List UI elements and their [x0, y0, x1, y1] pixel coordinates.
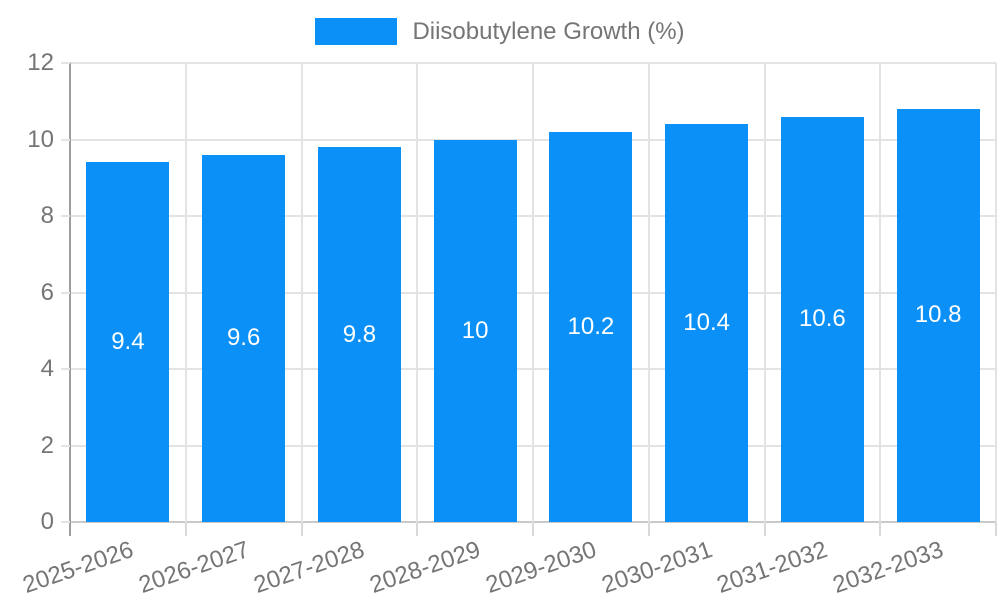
- y-tick-label: 0: [40, 508, 54, 535]
- bar: [896, 108, 980, 522]
- legend: Diisobutylene Growth (%): [0, 18, 1000, 45]
- x-axis-tick: [300, 522, 303, 536]
- bar-value-label: 10.6: [799, 305, 846, 333]
- bar-value-label: 10.2: [567, 312, 615, 340]
- bar: [665, 124, 749, 522]
- bar: [433, 139, 517, 522]
- grid-line-vertical: [184, 63, 187, 522]
- bar-value-label: 9.8: [342, 320, 377, 348]
- x-axis-tick: [416, 522, 419, 536]
- y-axis-tick: [61, 215, 70, 217]
- y-axis-tick: [61, 62, 70, 64]
- y-tick-label: 10: [27, 125, 54, 153]
- legend-label: Diisobutylene Growth (%): [412, 18, 685, 45]
- y-axis-tick: [61, 444, 70, 447]
- y-axis-tick: [61, 368, 70, 370]
- y-tick-label: 6: [40, 278, 54, 306]
- x-axis-tick: [184, 522, 187, 536]
- y-axis-tick: [61, 138, 70, 141]
- bar-value-label: 10: [461, 316, 489, 344]
- bar-value-label: 9.4: [111, 328, 145, 356]
- bar: [549, 131, 633, 522]
- bar-value-label: 10.4: [683, 309, 730, 337]
- grid-line-vertical: [763, 63, 766, 522]
- x-axis-tick: [647, 522, 650, 536]
- bar-value-label: 9.6: [226, 324, 261, 352]
- plot-area: 9.4 9.6 9.8 10 10.2 10.4 10.6 10.8: [70, 62, 997, 523]
- bar: [86, 162, 170, 522]
- grid-line-vertical: [647, 63, 650, 522]
- grid-line-vertical: [300, 63, 303, 522]
- x-axis-tick: [879, 522, 882, 536]
- y-axis-tick: [61, 521, 70, 523]
- bar-value-label: 10.8: [914, 301, 962, 329]
- bar: [202, 154, 286, 522]
- y-axis-line: [69, 63, 71, 536]
- y-axis-tick: [61, 291, 70, 294]
- legend-swatch-icon: [315, 18, 398, 45]
- y-tick-label: 4: [40, 355, 54, 382]
- bar: [780, 116, 864, 522]
- grid-line-vertical: [995, 63, 997, 522]
- y-tick-label: 2: [40, 431, 54, 459]
- y-tick-label: 8: [40, 202, 54, 229]
- x-axis-tick: [763, 522, 766, 536]
- y-tick-label: 12: [27, 49, 54, 76]
- legend-item[interactable]: Diisobutylene Growth (%): [315, 18, 685, 45]
- grid-line-vertical: [879, 63, 882, 522]
- x-axis-tick: [995, 522, 997, 536]
- grid-line-vertical: [416, 63, 419, 522]
- grid-line-vertical: [532, 63, 534, 522]
- bar: [317, 147, 401, 522]
- x-axis-tick: [532, 522, 534, 536]
